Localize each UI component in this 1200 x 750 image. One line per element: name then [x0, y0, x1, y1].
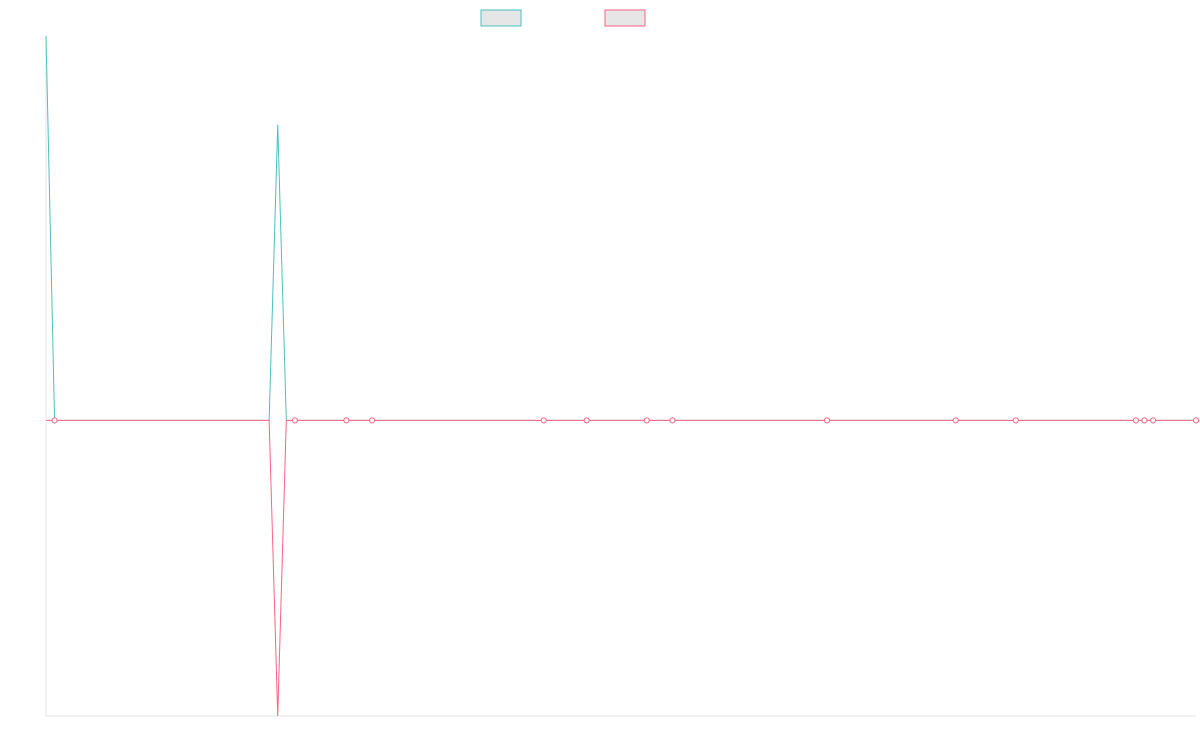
series-2-point[interactable]: [51, 417, 58, 424]
series-1: [45, 35, 1199, 424]
series-2-line: [46, 419, 1196, 717]
series-2-point[interactable]: [952, 417, 959, 424]
series-2-point[interactable]: [343, 417, 350, 424]
series-2-point[interactable]: [643, 417, 650, 424]
series-2-point[interactable]: [1193, 417, 1199, 424]
series-2-point[interactable]: [1150, 417, 1157, 424]
series-2-point[interactable]: [1132, 417, 1139, 424]
legend-swatch-series-2[interactable]: [604, 9, 646, 27]
series-2-point[interactable]: [583, 417, 590, 424]
series-2-point[interactable]: [540, 417, 547, 424]
series-2-point[interactable]: [669, 417, 676, 424]
series-2-point[interactable]: [291, 417, 298, 424]
legend-swatch-series-1[interactable]: [480, 9, 522, 27]
series-2-point[interactable]: [823, 417, 830, 424]
legend: [480, 9, 646, 27]
series-2-point[interactable]: [369, 417, 376, 424]
series-2: [46, 417, 1199, 717]
series-2-point[interactable]: [1141, 417, 1148, 424]
series-2-point[interactable]: [1012, 417, 1019, 424]
series-layer: [45, 35, 1199, 717]
series-1-line: [45, 35, 1196, 421]
axes: [45, 36, 1196, 717]
